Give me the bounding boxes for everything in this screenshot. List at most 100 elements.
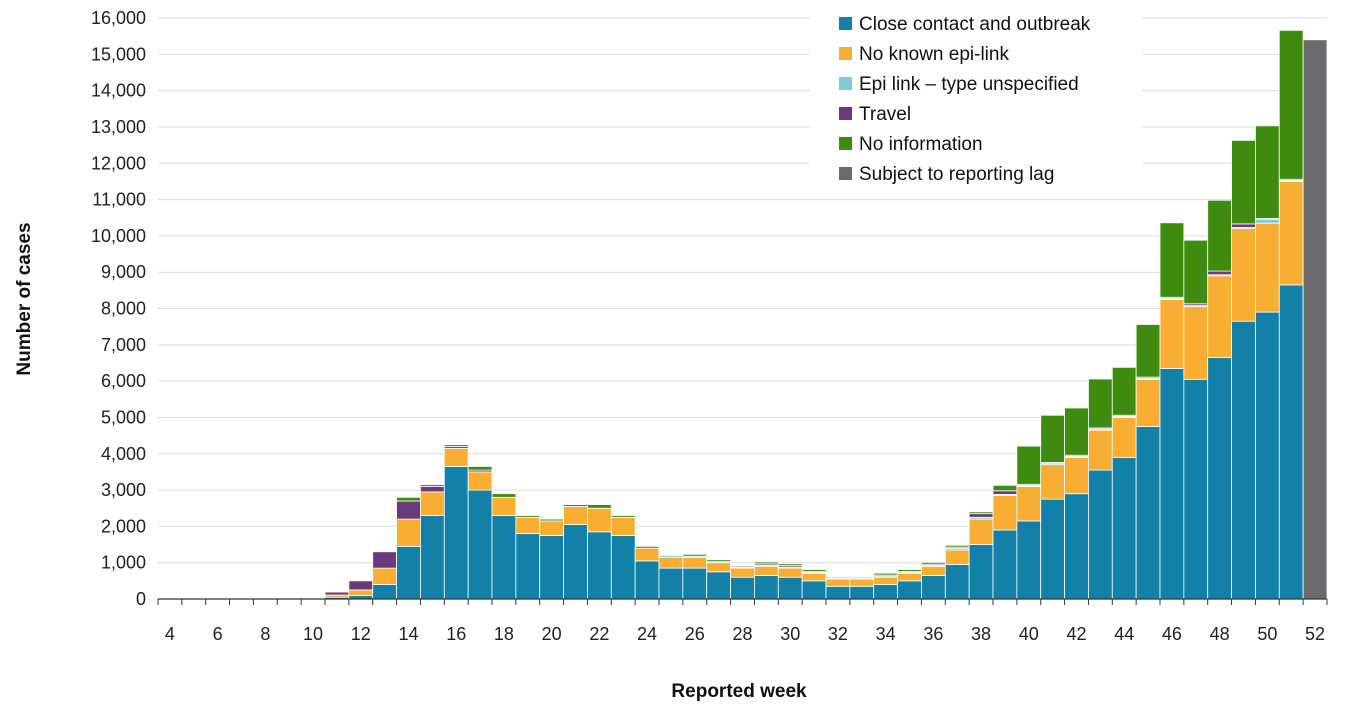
x-tick-label: 46: [1162, 624, 1182, 644]
y-axis-title: Number of cases: [14, 222, 35, 375]
bar-segment: [372, 551, 397, 569]
bar-segment: [563, 505, 588, 525]
bar-segment: [1159, 368, 1185, 600]
y-tick-label: 1,000: [101, 553, 146, 573]
y-tick-label: 11,000: [92, 190, 146, 210]
bar-segment: [443, 466, 469, 600]
bar-segment: [754, 565, 779, 576]
bar-segment: [396, 500, 421, 520]
bar-segment: [825, 585, 851, 600]
bar-segment: [992, 495, 1018, 531]
bar-segment: [777, 563, 803, 567]
bar-segment: [682, 553, 708, 557]
bar-segment: [1183, 378, 1209, 600]
bar-segment: [1207, 357, 1232, 600]
bar-segment: [658, 555, 684, 558]
bar-segment: [443, 444, 469, 447]
x-axis-title: Reported week: [671, 681, 807, 702]
bar-segment: [539, 520, 564, 536]
y-tick-label: 4,000: [101, 444, 146, 464]
x-tick-label: 36: [923, 624, 943, 644]
bar-segment: [897, 569, 922, 572]
bar-segment: [443, 447, 469, 467]
bar-segment: [1111, 366, 1137, 416]
bar-segment: [634, 560, 660, 600]
bar-segment: [1231, 320, 1256, 600]
bar-segment: [730, 576, 755, 600]
x-tick-label: 34: [876, 624, 896, 644]
legend-swatch: [839, 137, 852, 150]
legend-label: Travel: [859, 104, 911, 125]
legend-label: No known epi-link: [859, 44, 1009, 65]
y-tick-label: 7,000: [101, 335, 146, 355]
bar-segment: [515, 516, 541, 535]
bar-segment: [658, 567, 684, 600]
bar-segment: [706, 562, 731, 573]
bar-segment: [396, 496, 421, 502]
bar-segment: [587, 507, 612, 533]
bar-segment: [491, 515, 517, 600]
bar-segment: [1064, 456, 1089, 495]
bar-segment: [587, 504, 612, 509]
bar-segment: [801, 580, 827, 600]
bar-segment: [1016, 520, 1042, 600]
bar-segment: [1040, 464, 1065, 500]
bar-segment: [968, 513, 994, 518]
bar-segment: [515, 533, 541, 600]
bar-segment: [372, 584, 397, 600]
bar-segment: [563, 524, 588, 600]
bar-segment: [754, 575, 779, 600]
legend-swatch: [839, 77, 852, 90]
bar-segment: [1088, 469, 1113, 600]
x-tick-label: 38: [971, 624, 991, 644]
bar-segment: [1278, 29, 1304, 180]
bar-segment: [1064, 493, 1089, 600]
bar-segment: [801, 569, 827, 572]
legend-swatch: [839, 107, 852, 120]
bar-segment: [682, 556, 708, 569]
bar-segment: [420, 515, 445, 600]
x-tick-label: 12: [351, 624, 371, 644]
y-tick-label: 8,000: [101, 299, 146, 319]
x-tick-label: 30: [780, 624, 800, 644]
legend-swatch: [839, 17, 852, 30]
x-tick-label: 18: [494, 624, 514, 644]
bar-segment: [921, 561, 946, 565]
bar-segment: [1135, 324, 1161, 378]
bar-segment: [634, 547, 660, 562]
bar-segment: [849, 575, 875, 578]
x-tick-label: 22: [589, 624, 609, 644]
bar-segment: [992, 484, 1018, 492]
x-tick-label: 24: [637, 624, 657, 644]
y-tick-label: 10,000: [91, 226, 146, 246]
x-tick-label: 52: [1305, 624, 1325, 644]
bar-segment: [921, 575, 946, 600]
bar-segment: [944, 564, 970, 600]
bar-segment: [754, 561, 779, 565]
bar-segment: [968, 511, 994, 515]
y-tick-label: 6,000: [101, 371, 146, 391]
x-tick-label: 14: [398, 624, 418, 644]
bar-segment: [610, 515, 636, 518]
bar-segment: [1088, 429, 1113, 471]
bar-segment: [1135, 378, 1161, 427]
bar-segment: [1183, 239, 1209, 305]
bar-segment: [1064, 407, 1089, 456]
bar-segment: [1207, 199, 1232, 272]
legend-swatch: [839, 167, 852, 180]
bar-segment: [1159, 299, 1185, 369]
bar-segment: [1016, 486, 1042, 522]
bar-segment: [873, 572, 898, 576]
x-tick-label: 32: [828, 624, 848, 644]
bar-segment: [467, 466, 493, 471]
bar-segment: [1040, 414, 1065, 463]
legend: Close contact and outbreak No known epi-l…: [810, 4, 1142, 190]
bar-segment: [1040, 498, 1065, 600]
bar-segment: [1255, 222, 1280, 313]
bar-segment: [467, 471, 493, 491]
y-tick-label: 0: [136, 589, 146, 609]
y-tick-label: 15,000: [91, 44, 146, 64]
bars-layer: [157, 29, 1328, 600]
bar-segment: [992, 529, 1018, 600]
bar-segment: [968, 544, 994, 600]
